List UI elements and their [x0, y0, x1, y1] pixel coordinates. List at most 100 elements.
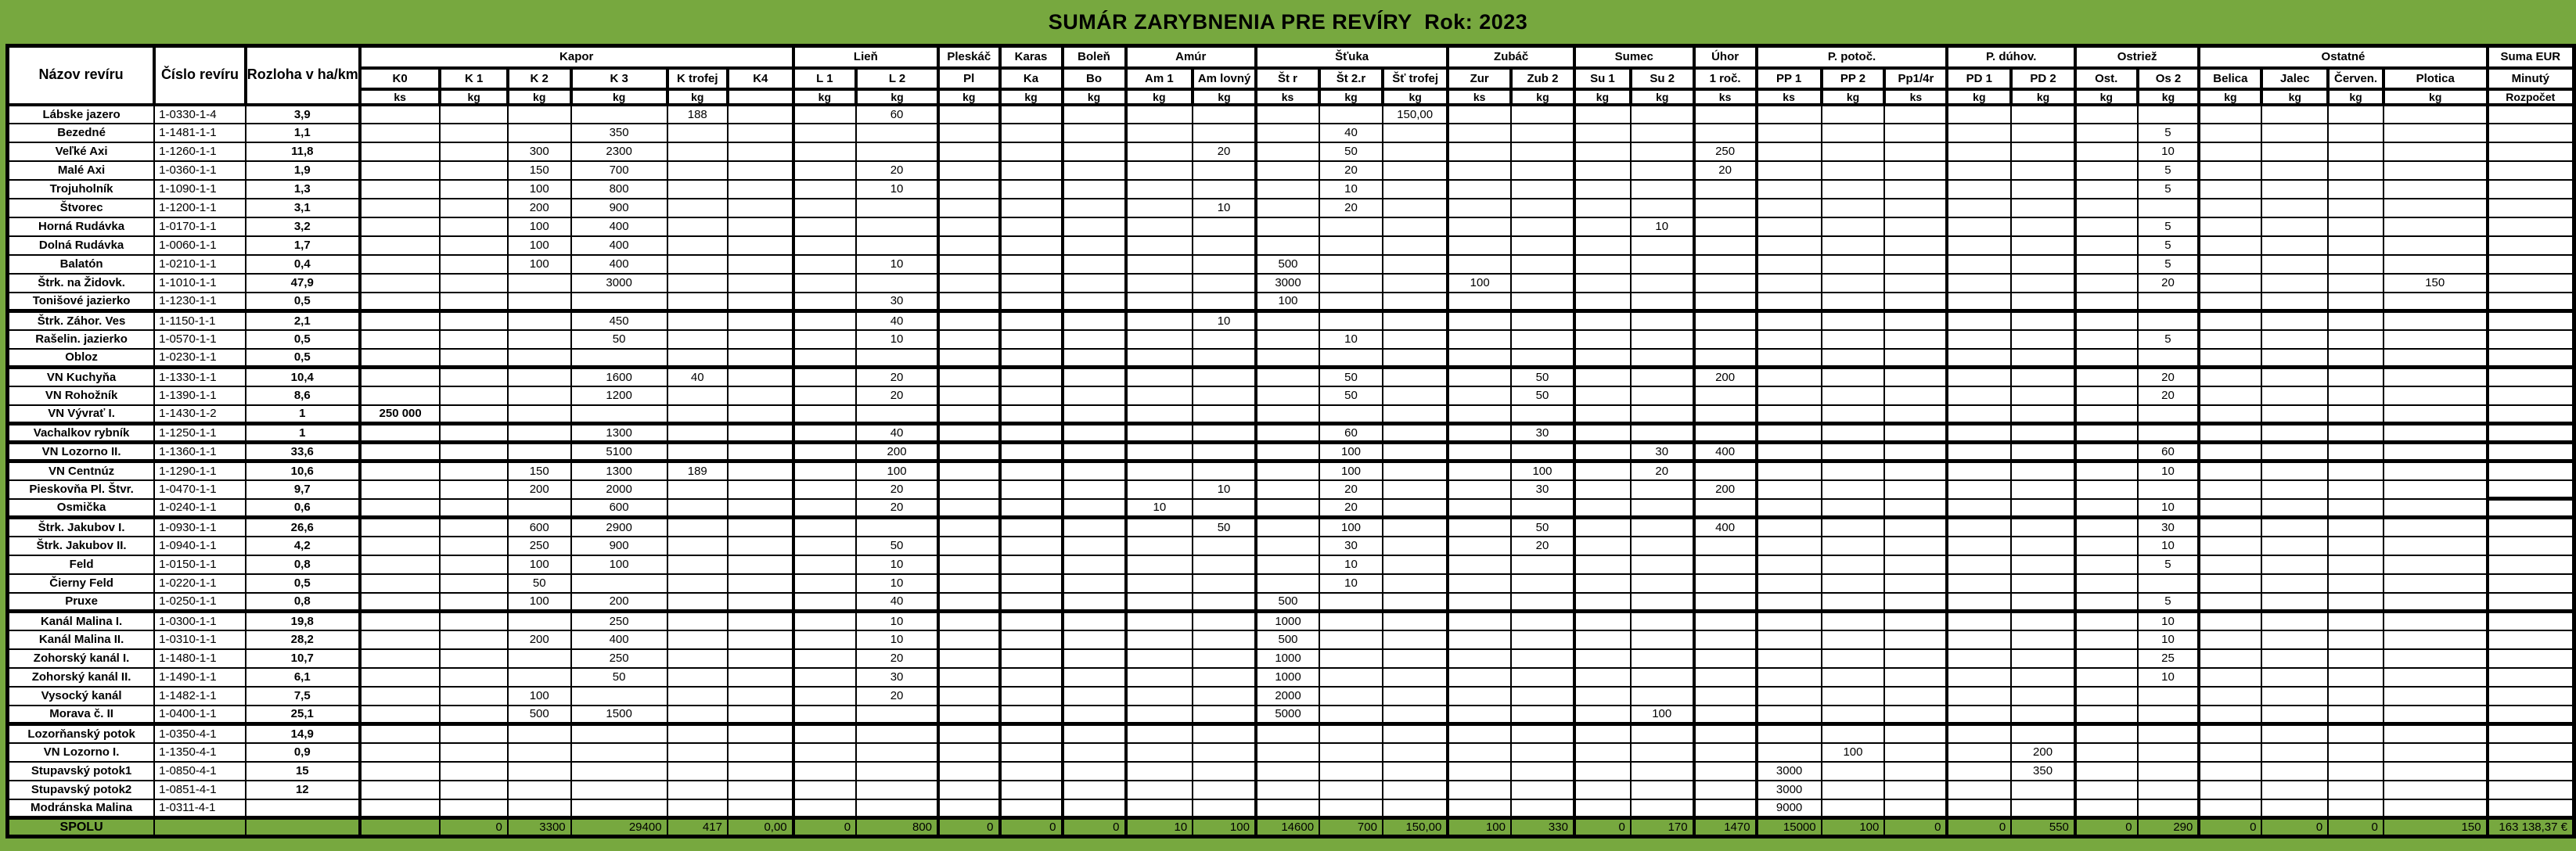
cell-ka: [998, 385, 1063, 406]
cell-st2: 20: [1319, 197, 1383, 218]
revir-area: 33,6: [244, 441, 361, 463]
group-header: Boleň: [1060, 44, 1128, 70]
cell-zur: [1446, 535, 1512, 556]
cell-zub2: [1510, 497, 1575, 519]
cell-pd2: [2010, 216, 2076, 237]
cell-pp14: [1883, 723, 1948, 744]
cell-pp2: [1820, 291, 1886, 313]
cell-cer: [2327, 441, 2384, 463]
cell-jal: [2261, 366, 2330, 387]
cell-jal: [2261, 554, 2330, 575]
cell-plo: [2382, 235, 2488, 256]
cell-pp1: [1754, 329, 1822, 350]
cell-pp1: [1754, 310, 1822, 331]
table-row: VN Kuchyňa 1-1330-1-1 10,4 1600 40 20 50 50 200 2…: [6, 366, 2575, 387]
col-code: Ka: [998, 66, 1064, 91]
cell-cer: [2327, 122, 2384, 143]
cell-zub2: 50: [1510, 385, 1575, 406]
col-code: Su 2: [1628, 66, 1696, 91]
cell-k4: [726, 122, 794, 143]
cell-am1: [1124, 479, 1194, 500]
cell-suma: [2485, 329, 2575, 350]
cell-k0: [358, 685, 441, 706]
revir-area: 1,3: [244, 178, 361, 199]
cell-pl: [937, 760, 1001, 781]
totals-area: [244, 816, 361, 838]
cell-st2: [1319, 347, 1383, 369]
cell-ost: [2073, 535, 2139, 556]
cell-zur: [1446, 310, 1512, 331]
revir-name: Feld: [6, 554, 156, 575]
col-unit: kg: [438, 87, 509, 106]
cell-k2: [506, 404, 572, 426]
revir-area: [244, 798, 361, 820]
cell-cer: [2327, 272, 2384, 293]
cell-ka: [998, 103, 1063, 124]
col-unit: Rozpočet: [2485, 87, 2576, 106]
total-ka: 0: [998, 816, 1063, 838]
cell-stt: [1381, 723, 1449, 744]
cell-aml: [1192, 741, 1257, 763]
cell-pd1: [1945, 535, 2013, 556]
cell-ktr: [666, 685, 729, 706]
cell-ost: [2073, 178, 2139, 199]
total-k4: 0,00: [726, 816, 794, 838]
cell-l1: [791, 216, 858, 237]
total-k2: 3300: [506, 816, 572, 838]
cell-cer: [2327, 329, 2384, 350]
cell-plo: [2382, 554, 2488, 575]
cell-zur: [1446, 479, 1512, 500]
cell-bel: [2197, 235, 2263, 256]
cell-l2: [855, 779, 940, 800]
table-row: Štrk. Jakubov II. 1-0940-1-1 4,2 250 900 50 30…: [6, 535, 2575, 556]
cell-suma: [2485, 216, 2575, 237]
cell-pp1: [1754, 685, 1822, 706]
cell-pd1: [1945, 385, 2013, 406]
cell-pp1: [1754, 479, 1822, 500]
cell-l1: [791, 122, 858, 143]
cell-pl: [937, 291, 1001, 313]
total-l1: 0: [791, 816, 858, 838]
cell-pd1: [1945, 554, 2013, 575]
cell-bel: [2197, 272, 2263, 293]
cell-pd2: [2010, 704, 2076, 726]
revir-name: Tonišové jazierko: [6, 291, 156, 313]
cell-am1: [1124, 610, 1194, 631]
cell-pp14: [1883, 216, 1948, 237]
cell-pp1: [1754, 178, 1822, 199]
total-bo: 0: [1060, 816, 1127, 838]
cell-jal: [2261, 441, 2330, 463]
cell-pp1: [1754, 197, 1822, 218]
cell-pd1: [1945, 310, 2013, 331]
cell-bel: [2197, 798, 2263, 820]
cell-aml: 10: [1192, 479, 1257, 500]
cell-pp1: 9000: [1754, 798, 1822, 820]
cell-pp14: [1883, 666, 1948, 688]
cell-ost: [2073, 760, 2139, 781]
cell-os2: [2136, 741, 2200, 763]
cell-uhor: [1692, 253, 1758, 275]
col-code: 1 roč.: [1692, 66, 1758, 91]
revir-name: Balatón: [6, 253, 156, 275]
cell-l1: [791, 479, 858, 500]
cell-l1: [791, 347, 858, 369]
total-k3: 29400: [570, 816, 668, 838]
cell-pp14: [1883, 685, 1948, 706]
total-uhor: 1470: [1692, 816, 1758, 838]
cell-os2: [2136, 704, 2200, 726]
cell-k0: [358, 629, 441, 650]
cell-pp1: [1754, 666, 1822, 688]
revir-code: 1-1330-1-1: [153, 366, 246, 387]
cell-plo: [2382, 666, 2488, 688]
col-unit: kg: [2197, 87, 2264, 106]
cell-ka: [998, 310, 1063, 331]
col-code: Pl: [937, 66, 1002, 91]
cell-k0: [358, 798, 441, 820]
cell-uhor: [1692, 310, 1758, 331]
revir-area: 10,7: [244, 648, 361, 669]
cell-zur: [1446, 516, 1512, 537]
cell-l1: [791, 178, 858, 199]
cell-k4: [726, 441, 794, 463]
cell-k3: 50: [570, 666, 668, 688]
cell-ktr: [666, 291, 729, 313]
